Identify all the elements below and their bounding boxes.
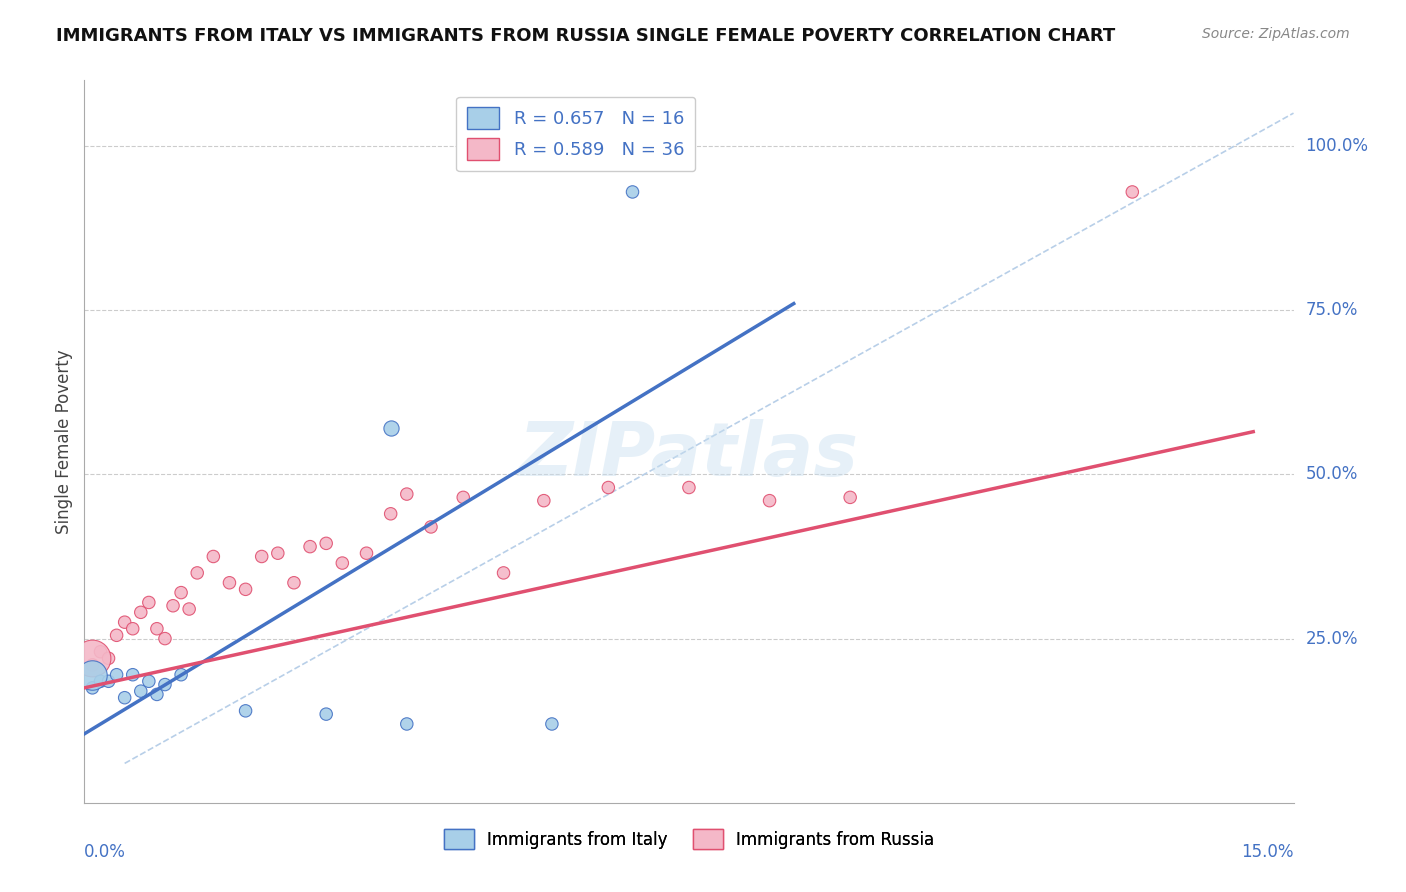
Text: 75.0%: 75.0% <box>1306 301 1358 319</box>
Point <box>492 566 515 580</box>
Point <box>153 632 176 646</box>
Point <box>153 677 176 691</box>
Point <box>283 575 305 590</box>
Point <box>114 690 136 705</box>
Point <box>250 549 273 564</box>
Point <box>146 687 169 701</box>
Point <box>621 185 644 199</box>
Point <box>315 707 337 722</box>
Text: 100.0%: 100.0% <box>1306 137 1368 155</box>
Point <box>105 667 128 681</box>
Point <box>186 566 208 580</box>
Text: 25.0%: 25.0% <box>1306 630 1358 648</box>
Text: ZIPatlas: ZIPatlas <box>519 419 859 492</box>
Point <box>395 487 418 501</box>
Point <box>121 622 143 636</box>
Text: Source: ZipAtlas.com: Source: ZipAtlas.com <box>1202 27 1350 41</box>
Point <box>315 536 337 550</box>
Point <box>121 667 143 681</box>
Point <box>82 657 104 672</box>
Point <box>533 493 555 508</box>
Point <box>89 674 111 689</box>
Point <box>202 549 225 564</box>
Point <box>758 493 780 508</box>
Point <box>678 481 700 495</box>
Point <box>97 674 120 689</box>
Text: 50.0%: 50.0% <box>1306 466 1358 483</box>
Point <box>235 704 257 718</box>
Point <box>235 582 257 597</box>
Point <box>146 622 169 636</box>
Point <box>97 651 120 665</box>
Point <box>1121 185 1143 199</box>
Legend: Immigrants from Italy, Immigrants from Russia: Immigrants from Italy, Immigrants from R… <box>437 822 941 856</box>
Point <box>138 595 160 609</box>
Point <box>138 674 160 689</box>
Y-axis label: Single Female Poverty: Single Female Poverty <box>55 350 73 533</box>
Point <box>451 491 474 505</box>
Text: 15.0%: 15.0% <box>1241 843 1294 861</box>
Point <box>170 585 193 599</box>
Point <box>82 667 104 681</box>
Point <box>598 481 620 495</box>
Point <box>299 540 322 554</box>
Point <box>218 575 240 590</box>
Point <box>179 602 201 616</box>
Point <box>129 605 152 619</box>
Point <box>129 684 152 698</box>
Point <box>82 651 104 665</box>
Point <box>82 681 104 695</box>
Point <box>395 717 418 731</box>
Point <box>105 628 128 642</box>
Point <box>162 599 184 613</box>
Point <box>541 717 564 731</box>
Text: IMMIGRANTS FROM ITALY VS IMMIGRANTS FROM RUSSIA SINGLE FEMALE POVERTY CORRELATIO: IMMIGRANTS FROM ITALY VS IMMIGRANTS FROM… <box>56 27 1115 45</box>
Point <box>380 507 402 521</box>
Point <box>89 645 111 659</box>
Point <box>380 421 402 435</box>
Point <box>170 667 193 681</box>
Text: 0.0%: 0.0% <box>84 843 127 861</box>
Point <box>114 615 136 630</box>
Point <box>839 491 862 505</box>
Point <box>420 520 443 534</box>
Point <box>356 546 378 560</box>
Point <box>330 556 353 570</box>
Point <box>267 546 290 560</box>
